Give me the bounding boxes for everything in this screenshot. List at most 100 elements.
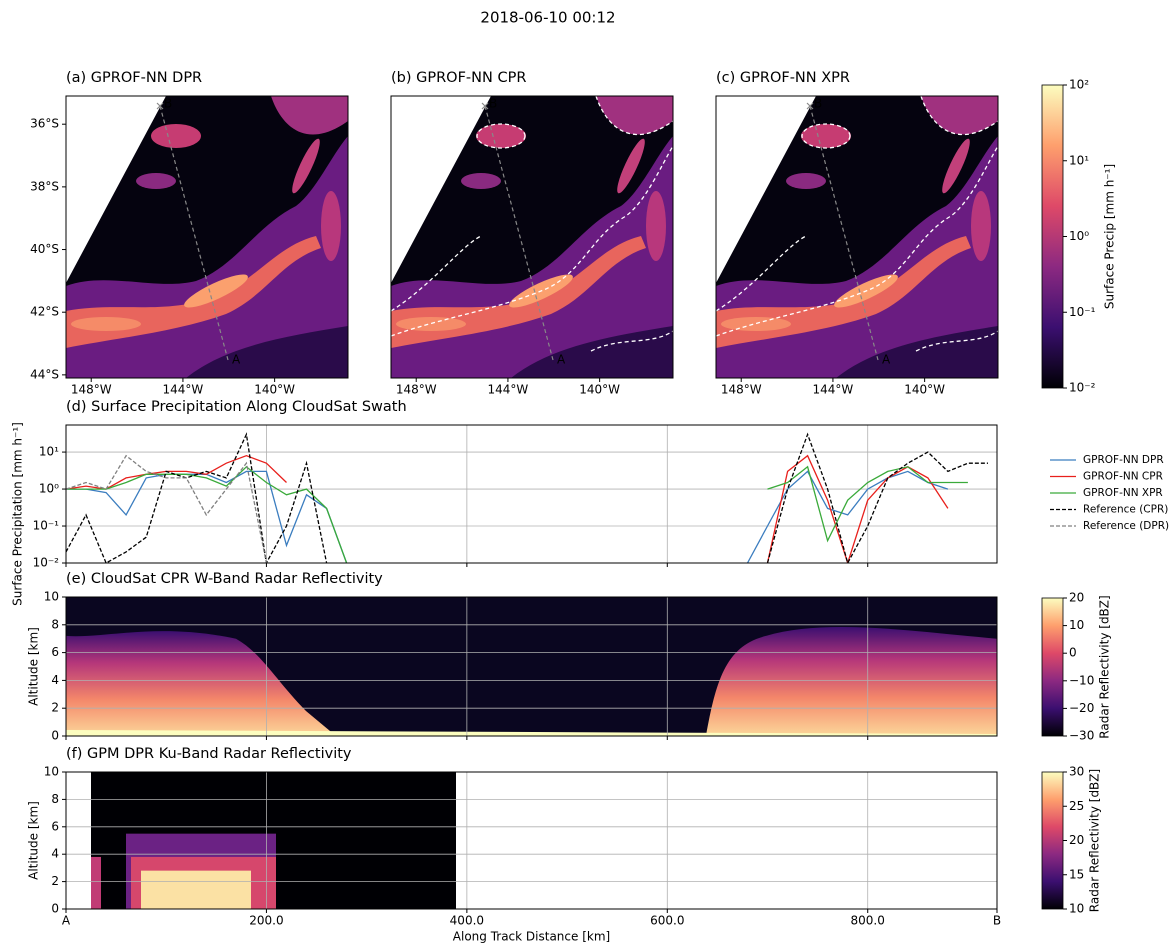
x-axis-label: Along Track Distance [km] [453, 930, 610, 943]
colorbar-tick-label: 25 [1069, 799, 1084, 813]
panel-title: (a) GPROF-NN DPR [66, 70, 202, 86]
y-tick-label: 10 [44, 765, 59, 779]
colorbar-tick-label: 0 [1069, 646, 1077, 660]
y-tick-label: 8 [51, 617, 59, 631]
colorbar-tick-label: 10¹ [1069, 153, 1089, 167]
legend-label: GPROF-NN CPR [1083, 471, 1163, 483]
swath-edge [716, 96, 816, 283]
axes-frame [715, 95, 999, 379]
x-tick-label: A [62, 914, 71, 928]
precip-streak [596, 96, 673, 135]
track-label: B [814, 97, 822, 111]
precip-streak [321, 191, 341, 261]
y-tick-label: 10 [44, 590, 59, 604]
figure-title: 2018-06-10 00:12 [480, 9, 615, 27]
echo-region [706, 627, 997, 736]
colorbar-tick-label: −20 [1069, 701, 1094, 715]
x-tick-label: 144°W [488, 383, 529, 397]
track-line [484, 105, 554, 361]
y-axis-label: Surface Precipitation [mm h⁻¹] [11, 422, 25, 606]
precip-cell [786, 173, 826, 189]
y-tick-label: 0 [51, 902, 59, 916]
legend-label: Reference (DPR) [1083, 520, 1169, 532]
colorbar-tick-label: −30 [1069, 729, 1094, 743]
colorbar-tick-label: 20 [1069, 833, 1084, 847]
precip-core [396, 317, 466, 331]
x-tick-label: 600.0 [650, 914, 684, 928]
colorbar-label: Radar Reflectivity [dBZ] [1098, 595, 1112, 738]
legend-label: GPROF-NN DPR [1083, 454, 1164, 466]
y-tick-label: 8 [51, 792, 59, 806]
contour [595, 96, 673, 135]
x-tick-label: 200.0 [249, 914, 283, 928]
y-tick-label: 2 [51, 701, 59, 715]
swath-edge [391, 96, 491, 283]
echo-region [66, 631, 336, 736]
swath-edge [66, 96, 166, 283]
y-axis-label: Altitude [km] [27, 801, 41, 880]
colorbar [1041, 597, 1064, 737]
x-tick-label: 144°W [163, 383, 204, 397]
precip-streak [971, 191, 991, 261]
y-axis-label: Altitude [km] [27, 627, 41, 706]
contour [915, 330, 998, 352]
echo-core [141, 870, 251, 909]
y-tick-label: 2 [51, 874, 59, 888]
x-tick-label: 148°W [71, 383, 112, 397]
x-tick-label: 148°W [721, 383, 762, 397]
contour [801, 123, 851, 149]
axes-frame [390, 95, 674, 379]
y-tick-label: 0 [51, 729, 59, 743]
track-label: A [557, 353, 566, 367]
colorbar [1041, 84, 1064, 389]
plot-area [91, 772, 456, 909]
axes-frame [65, 596, 998, 737]
series-line [66, 454, 268, 563]
panel-title: (f) GPM DPR Ku-Band Radar Reflectivity [66, 746, 352, 762]
panel-title: (c) GPROF-NN XPR [716, 70, 850, 86]
x-tick-label: 800.0 [851, 914, 885, 928]
plot-area [716, 96, 998, 378]
x-tick-label: 140°W [254, 383, 295, 397]
surface-clutter [66, 730, 997, 736]
contour [391, 235, 482, 312]
contour [590, 330, 673, 352]
x-tick-label: 140°W [579, 383, 620, 397]
track-label: B [164, 97, 172, 111]
colorbar-tick-label: 30 [1069, 765, 1084, 779]
precip-cell [801, 124, 851, 148]
y-tick-label: 4 [51, 673, 59, 687]
series-line [66, 465, 968, 563]
y-tick-label: 10⁻² [33, 556, 60, 570]
precip-streak [942, 138, 970, 194]
panel-title: (d) Surface Precipitation Along CloudSat… [66, 399, 407, 415]
track-end-marker [156, 102, 164, 110]
y-tick-label: 10¹ [39, 445, 59, 459]
precip-streak [921, 96, 998, 135]
series-line [66, 432, 988, 563]
colorbar-label: Radar Reflectivity [dBZ] [1088, 769, 1102, 912]
x-tick-label: 400.0 [450, 914, 484, 928]
echo-region [91, 856, 101, 909]
precip-cell [476, 124, 526, 148]
precip-streak [292, 138, 320, 194]
precip-streak [271, 96, 348, 135]
y-tick-label: 38°S [30, 179, 59, 193]
precip-light [836, 326, 998, 378]
x-tick-label: 144°W [813, 383, 854, 397]
track-end-marker [806, 102, 814, 110]
colorbar-tick-label: 10⁰ [1069, 229, 1089, 243]
y-tick-label: 6 [51, 645, 59, 659]
precip-core [721, 317, 791, 331]
precip-light [511, 326, 673, 378]
legend-label: GPROF-NN XPR [1083, 487, 1163, 499]
contour [391, 145, 673, 337]
track-label: A [232, 353, 241, 367]
precip-core [184, 274, 248, 308]
y-tick-label: 36°S [30, 117, 59, 131]
plot-area [66, 432, 988, 563]
series-line [66, 454, 949, 563]
y-tick-label: 6 [51, 819, 59, 833]
colorbar-tick-label: 15 [1069, 867, 1084, 881]
